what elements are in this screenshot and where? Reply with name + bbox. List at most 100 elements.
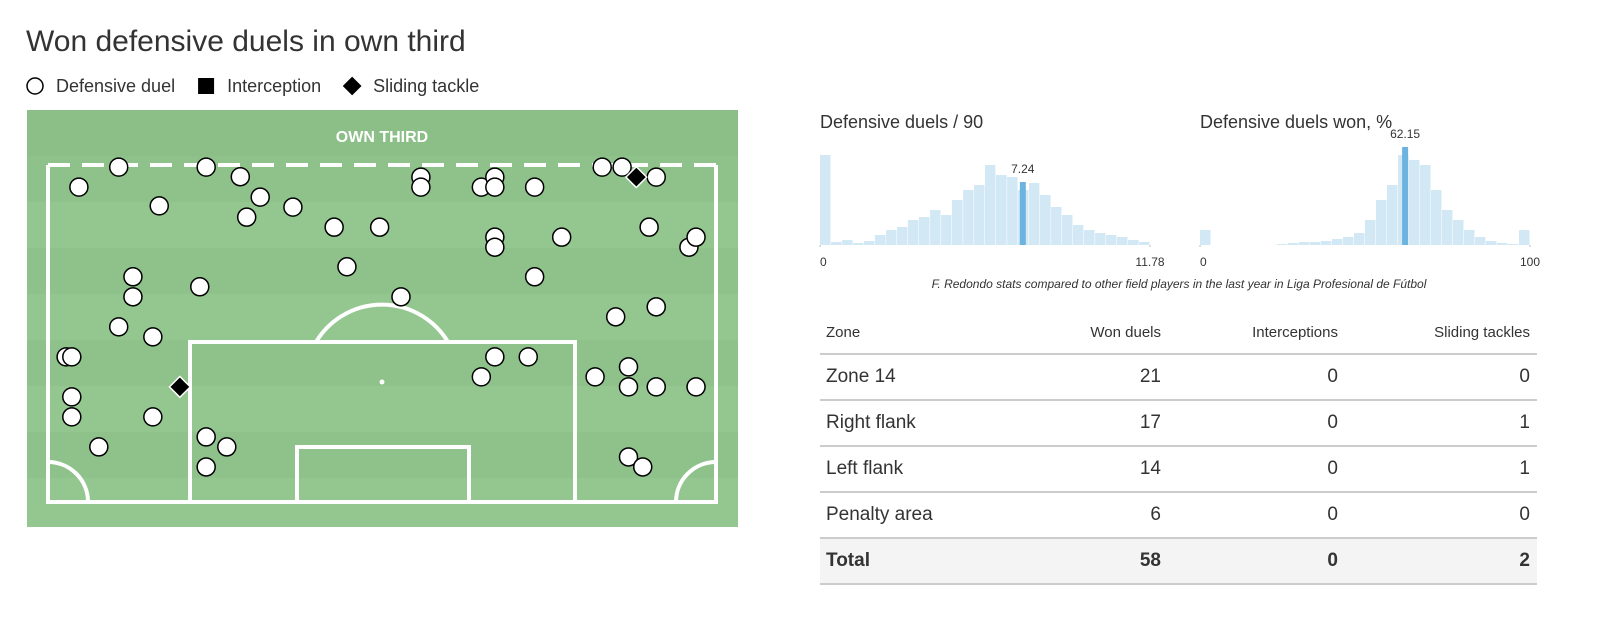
duel-marker (686, 227, 706, 247)
duel-marker (391, 287, 411, 307)
duel-marker (236, 207, 257, 227)
histogram-bar (830, 242, 842, 245)
duel-marker (190, 277, 210, 297)
table-cell-number: 0 (1327, 366, 1338, 387)
x-tick-label: 100 (1520, 255, 1540, 269)
title: Won defensive duels in own third (26, 25, 466, 58)
duel-marker (618, 447, 639, 467)
histogram-bar (886, 230, 897, 245)
histogram-bar (1028, 183, 1040, 245)
duel-marker (639, 217, 659, 237)
histogram-bar (1453, 220, 1464, 245)
table-cell-zone: Right flank (826, 412, 916, 433)
stripe (27, 110, 738, 156)
histogram-bar (1127, 240, 1139, 245)
x-tick-label: 11.78 (1135, 255, 1164, 269)
legend-label: Defensive duel (56, 76, 175, 96)
table-header: Zone (826, 324, 860, 341)
table-cell-zone: Zone 14 (826, 366, 896, 387)
table-header: Interceptions (1252, 324, 1338, 341)
table-cell-number: 0 (1327, 412, 1338, 433)
table-cell-zone: Left flank (826, 458, 904, 479)
duel-marker (217, 437, 237, 457)
histogram-bar (974, 185, 985, 245)
duel-marker (108, 317, 129, 337)
table-cell-number: 0 (1519, 366, 1530, 387)
duel-marker (592, 157, 612, 177)
pitch: OWN THIRD (27, 110, 738, 527)
duel-marker (524, 177, 545, 197)
duel-marker (485, 347, 505, 367)
histogram-bar (1321, 241, 1332, 245)
duel-marker (471, 367, 492, 387)
table-cell-zone: Penalty area (826, 504, 933, 525)
duel-marker (551, 227, 572, 247)
histogram-bar (963, 190, 974, 245)
table-header: Sliding tackles (1434, 324, 1530, 341)
histogram-bar (1039, 195, 1051, 245)
histogram-bar (941, 215, 952, 245)
highlight-bar (1019, 182, 1026, 245)
table-cell-number: 21 (1140, 366, 1161, 387)
table-cell-zone: Total (826, 550, 870, 571)
histogram-bar (1420, 165, 1431, 245)
events (56, 157, 706, 477)
duel-marker (89, 437, 109, 457)
histogram-bar (1276, 244, 1288, 245)
histogram-bar (1095, 233, 1106, 245)
legend-label: Sliding tackle (373, 76, 479, 96)
histogram-bar (1486, 241, 1497, 245)
histograms: Defensive duels / 90 7.24 0 11.78 Defensive … (819, 112, 1540, 269)
histogram-bar (1288, 243, 1299, 245)
histogram-bar (1507, 244, 1519, 245)
histogram-bar (1309, 242, 1321, 245)
duel-marker (686, 377, 706, 397)
histogram-bar (1007, 177, 1018, 245)
histogram-bar (1299, 242, 1310, 245)
table-cell-number: 58 (1140, 550, 1161, 571)
highlight-label: 7.24 (1011, 162, 1035, 176)
duel-marker (283, 197, 303, 217)
histogram-bar (853, 243, 864, 245)
duel-marker (230, 166, 251, 187)
duel-marker (612, 157, 632, 177)
histogram-bar (1474, 237, 1486, 245)
histogram-bar (1116, 237, 1128, 245)
six-yard-box (295, 445, 471, 504)
duel-marker (196, 457, 216, 477)
histogram-bar (1497, 243, 1508, 245)
histogram-bar (1051, 207, 1062, 245)
histogram-bar (1365, 220, 1376, 245)
histogram-bar (1072, 225, 1084, 245)
legend-icon (340, 74, 364, 98)
highlight-label: 62.15 (1390, 127, 1420, 141)
histogram-bar (874, 235, 886, 245)
duel-marker (646, 167, 666, 187)
duel-marker (324, 217, 344, 237)
table-cell-number: 14 (1140, 458, 1162, 479)
penalty-arc (314, 302, 450, 344)
histogram-title: Defensive duels / 90 (820, 112, 983, 132)
duel-marker (196, 157, 216, 177)
histogram-bar (1139, 242, 1150, 245)
histogram-bar (1431, 190, 1442, 245)
duel-marker (518, 347, 539, 367)
duel-marker (123, 267, 143, 287)
histogram-bar (918, 217, 930, 245)
histogram-bar (930, 210, 941, 245)
duel-marker (123, 287, 143, 307)
histogram-bar (1083, 230, 1095, 245)
sliding-tackle-marker (624, 165, 648, 189)
table-cell-number: 0 (1327, 458, 1338, 479)
histogram-bar (820, 155, 831, 245)
duel-marker (69, 177, 89, 197)
histogram-bar (1332, 239, 1343, 245)
legend: Defensive duel Interception Sliding tackle (26, 74, 479, 98)
histogram-bar (1354, 233, 1365, 245)
table-cell-number: 1 (1519, 458, 1530, 479)
histogram-bar (985, 165, 996, 245)
histogram-bar (1519, 230, 1530, 245)
table-header: Won duels (1090, 324, 1161, 341)
table-cell-number: 0 (1327, 550, 1338, 571)
table: Zone Won duels Interceptions Sliding tackle… (820, 324, 1537, 585)
